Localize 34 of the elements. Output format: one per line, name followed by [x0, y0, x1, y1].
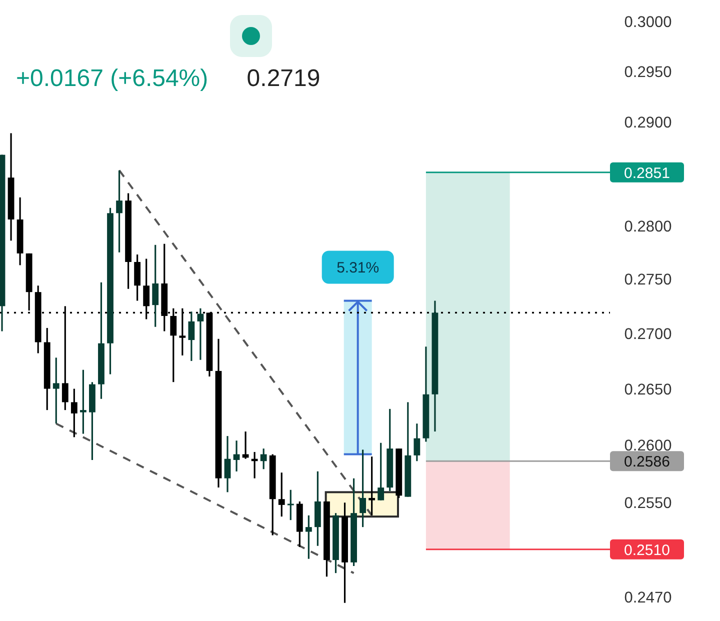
y-tick-label: 0.2650 [624, 381, 672, 398]
candlestick [287, 489, 294, 521]
band-label: 5.31% [336, 260, 380, 277]
candlestick [233, 440, 240, 472]
candlestick [305, 514, 312, 560]
candlestick [80, 369, 86, 435]
y-tick-label: 0.2900 [624, 114, 672, 132]
annotation: 0.2719 [246, 65, 320, 92]
candlestick [52, 356, 60, 424]
ref-line-label: 0.2510 [624, 542, 670, 559]
candlestick [278, 472, 285, 518]
ref-line-label: 0.2851 [624, 164, 670, 182]
y-tick-label: 0.2750 [624, 272, 672, 289]
candlestick [224, 435, 231, 493]
candlestick [378, 442, 384, 502]
ref-line-label: 0.2586 [624, 454, 670, 471]
candlestick [152, 244, 159, 328]
candlestick [116, 170, 122, 254]
y-tick-label: 0.2800 [624, 218, 672, 236]
candlestick [414, 422, 420, 462]
candlestick [360, 448, 366, 528]
candlestick [368, 456, 376, 516]
candlestick [134, 254, 141, 302]
candlestick [188, 310, 195, 362]
y-tick-label: 0.2550 [624, 495, 672, 512]
candlestick [260, 448, 267, 470]
text: +0.0167 (+6.54%) [16, 65, 208, 92]
y-tick-label: 0.2700 [624, 326, 672, 343]
y-tick-label: 0.2950 [624, 64, 672, 81]
candlestick [197, 308, 204, 361]
y-tick-label: 0.3000 [624, 14, 672, 32]
y-tick-label: 0.2470 [624, 589, 672, 606]
y-tick-label: 0.2600 [624, 438, 672, 455]
candlestick [70, 388, 78, 438]
